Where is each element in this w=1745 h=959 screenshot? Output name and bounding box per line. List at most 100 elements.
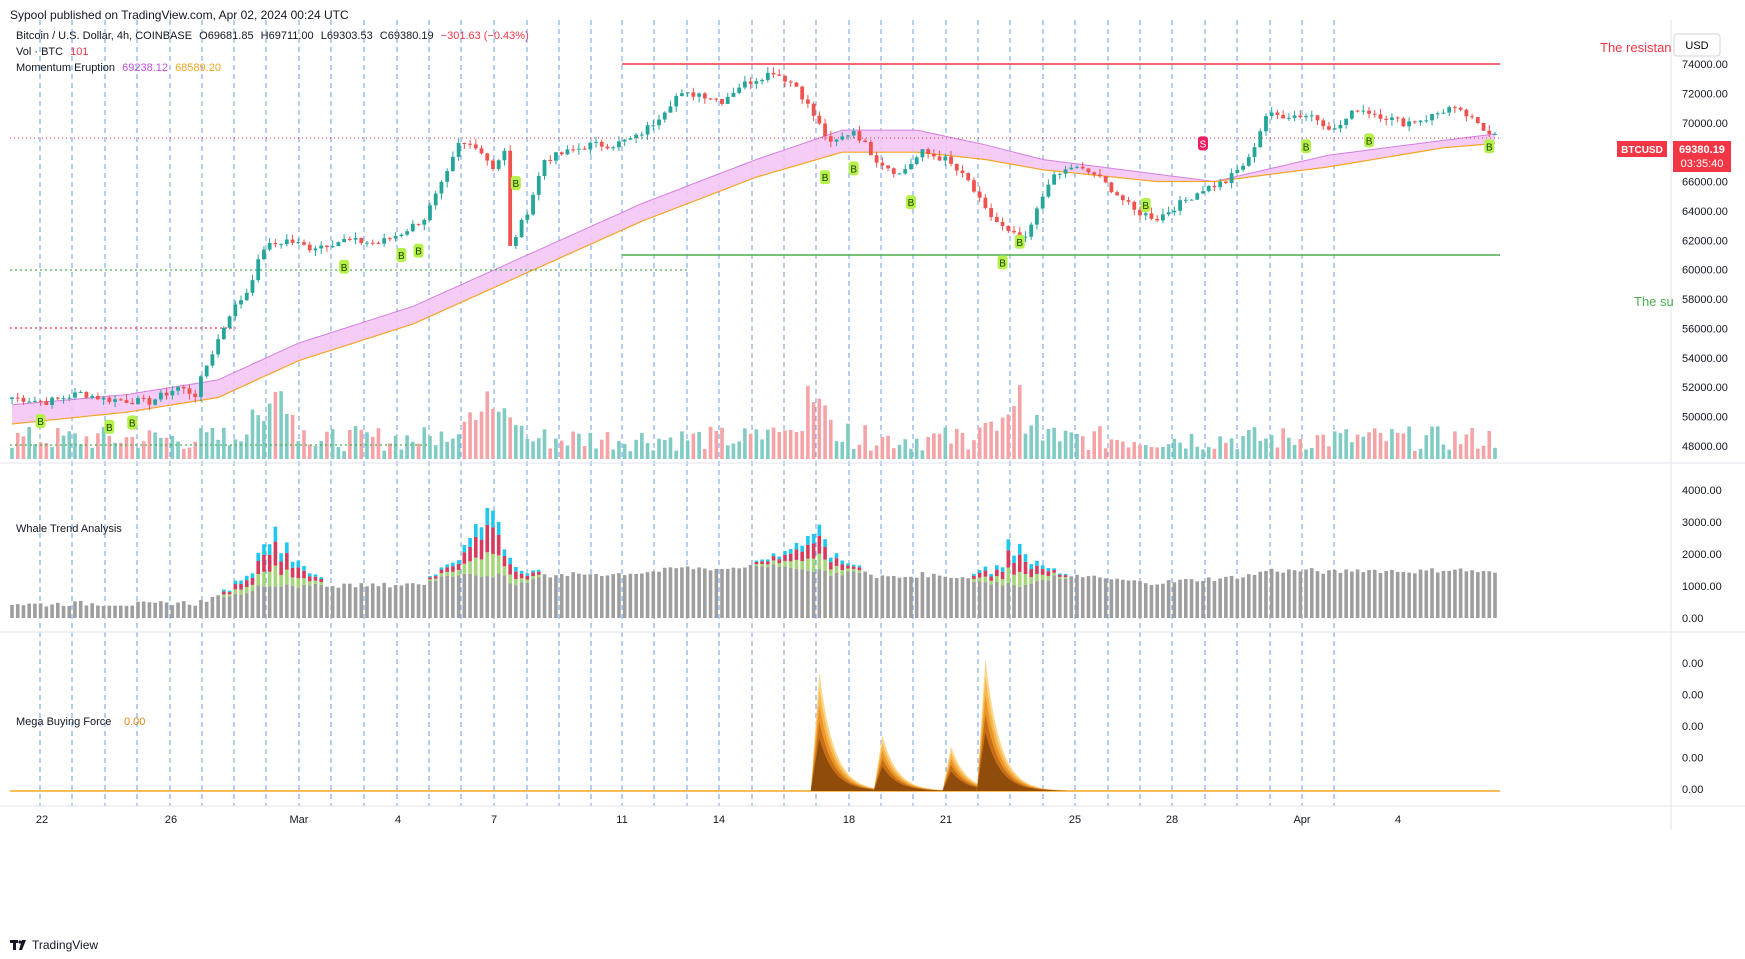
whale-bar-base xyxy=(279,586,283,618)
candle-body xyxy=(473,144,478,149)
price-tick: 60000.00 xyxy=(1682,265,1728,277)
whale-bar-base xyxy=(685,566,690,618)
whale-bar-base xyxy=(319,584,323,618)
whale-bar-base xyxy=(1424,570,1429,618)
bar-countdown: 03:35:40 xyxy=(1681,158,1724,170)
whale-bar-base xyxy=(1063,578,1068,618)
mega-spike-layer xyxy=(873,766,963,791)
candle-body xyxy=(1201,191,1205,194)
whale-bar-base xyxy=(662,567,667,618)
whale-bar-base xyxy=(1252,574,1257,618)
whale-bar-green xyxy=(972,579,976,582)
volume-bar xyxy=(1161,446,1165,459)
volume-bar xyxy=(828,419,833,459)
volume-bar xyxy=(1309,448,1314,459)
volume-bar xyxy=(1258,440,1263,459)
candle-body xyxy=(84,391,89,398)
whale-bar-base xyxy=(977,581,982,618)
candle-body xyxy=(645,125,650,135)
whale-bar-red xyxy=(983,570,988,577)
whale-bar-red xyxy=(840,564,845,571)
whale-bar-base xyxy=(1098,577,1102,618)
whale-bar-green xyxy=(840,570,845,576)
whale-bar-cyan xyxy=(828,557,833,563)
candle-body xyxy=(1321,120,1326,127)
whale-bar-base xyxy=(1407,572,1411,618)
whale-bar-base xyxy=(674,568,679,618)
whale-bar-green xyxy=(256,573,261,586)
whale-bar-base xyxy=(388,587,392,618)
whale-bar-cyan xyxy=(508,557,512,565)
whale-bar-base xyxy=(1413,573,1417,618)
volume-bar xyxy=(1453,431,1457,459)
whale-bar-red xyxy=(846,565,850,569)
volume-bar xyxy=(519,425,524,459)
candle-body xyxy=(634,134,639,139)
price-tick: 48000.00 xyxy=(1682,441,1728,453)
indicator-legend: Momentum Eruption 69238.12 68589.20 xyxy=(16,62,225,74)
mega-spike-layer xyxy=(942,771,1032,791)
mega-value: 0.00 xyxy=(124,716,145,728)
whale-bar-base xyxy=(393,585,398,618)
whale-bar-cyan xyxy=(262,544,266,555)
whale-bar-green xyxy=(777,563,782,567)
whale-bar-red xyxy=(439,569,444,574)
volume-bars xyxy=(10,385,1497,459)
volume-bar xyxy=(416,443,421,459)
volume-bar xyxy=(1367,432,1371,459)
candle-body xyxy=(95,396,100,400)
buy-signal-text: B xyxy=(1486,142,1493,153)
candle-body xyxy=(977,191,982,198)
candle-body xyxy=(1189,199,1194,201)
whale-bar-base xyxy=(1143,583,1148,618)
whale-bar-base xyxy=(491,577,495,618)
candle-body xyxy=(983,197,988,209)
whale-bar-base xyxy=(256,585,261,618)
candle-body xyxy=(605,146,610,149)
whale-bar-red xyxy=(433,576,438,579)
volume-bar xyxy=(874,445,879,459)
whale-bar-red xyxy=(256,560,261,574)
mega-tick: 0.00 xyxy=(1682,784,1703,796)
time-tick: 11 xyxy=(616,814,627,826)
volume-bar xyxy=(176,441,180,459)
whale-bar-base xyxy=(1384,571,1389,618)
currency-button[interactable] xyxy=(1673,33,1721,57)
candle-body xyxy=(164,392,169,396)
candle-body xyxy=(914,157,919,165)
symbol-legend: Bitcoin / U.S. Dollar, 4h, COINBASE O696… xyxy=(16,30,533,42)
whale-bar-base xyxy=(1155,584,1159,618)
volume-bar xyxy=(760,439,764,459)
whale-bar-base xyxy=(204,601,209,618)
candle-body xyxy=(617,141,621,148)
whale-bar-base xyxy=(38,603,43,618)
volume-bar xyxy=(250,409,255,459)
volume-bar xyxy=(909,448,913,459)
volume-bar xyxy=(1435,426,1440,459)
candle-body xyxy=(1143,213,1148,216)
indicator-value-1: 69238.12 xyxy=(122,62,168,74)
whale-bar-base xyxy=(1138,581,1142,618)
whale-bar-base xyxy=(725,568,730,618)
whale-bar-red xyxy=(445,567,449,572)
time-tick: 26 xyxy=(165,814,177,826)
volume-bar xyxy=(370,436,375,459)
buy-signal-text: B xyxy=(37,417,44,428)
candle-body xyxy=(811,103,816,116)
whale-bar-base xyxy=(159,601,163,618)
candle-body xyxy=(571,149,576,151)
volume-bar xyxy=(851,448,856,459)
whale-bar-base xyxy=(697,567,701,618)
whale-bar-cyan xyxy=(834,553,839,559)
volume-bar xyxy=(348,429,352,459)
whale-bar-red xyxy=(456,563,461,570)
candle-body xyxy=(674,96,679,107)
whale-bar-base xyxy=(823,570,827,618)
whale-bar-base xyxy=(285,584,289,618)
volume-bar xyxy=(1287,437,1291,459)
whale-bar-red xyxy=(302,570,306,579)
volume-bar xyxy=(210,427,215,459)
symbol-tag xyxy=(1617,141,1667,157)
volume-bar xyxy=(290,414,295,459)
